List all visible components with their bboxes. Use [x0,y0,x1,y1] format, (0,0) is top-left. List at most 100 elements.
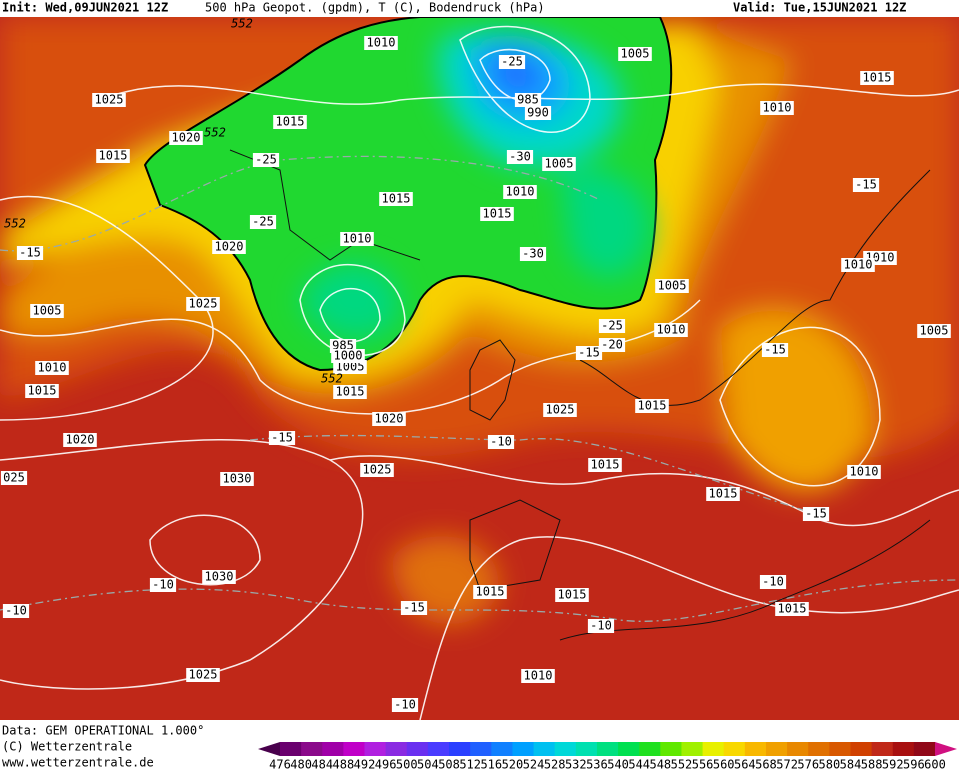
map-title: 500 hPa Geopot. (gpdm), T (C), Bodendruc… [205,1,545,15]
legend-label: 476 [269,758,291,770]
isobar-label: -25 [252,215,274,229]
label-box [92,93,126,107]
label-box [96,149,130,163]
isobar-label: -15 [855,178,877,192]
legend-swatch [385,742,408,756]
isobar-label: -10 [762,575,784,589]
legend-swatch [723,742,746,756]
legend-swatch [787,742,809,756]
isobar-label: 1025 [546,403,575,417]
label-box [480,207,514,221]
isobar-label: 1025 [95,93,124,107]
legend-swatch [533,742,556,756]
legend-label: 536 [586,758,608,770]
label-box [25,384,59,398]
label-box [860,71,894,85]
label-box [333,360,367,374]
label-box [598,338,626,352]
isobar-label: 1015 [778,602,807,616]
legend-label: 560 [713,758,735,770]
label-box [543,403,577,417]
label-box [333,385,367,399]
isobar-label: 990 [527,106,549,120]
legend-label: 480 [290,758,312,770]
isobar-label: 1020 [375,412,404,426]
label-box [252,153,280,167]
isobar-label: -10 [152,578,174,592]
label-box [35,361,69,375]
legend-label: 556 [692,758,714,770]
isobar-label: 1015 [591,458,620,472]
legend-label: 512 [459,758,481,770]
color-legend: 476 480 484 488 492 496 500 504 508 512 516 520 524 5… [258,742,957,770]
legend-swatch [808,742,830,756]
isobar-label: 1010 [524,669,553,683]
label-box [503,185,537,199]
isobar-label: 1020 [66,433,95,447]
legend-swatch [427,742,450,756]
legend-label: 572 [776,758,798,770]
label-box [841,258,875,272]
isobar-label: 025 [3,471,25,485]
label-box [775,602,809,616]
label-box [331,349,365,363]
label-box [917,324,951,338]
isobar-label: 1015 [28,384,57,398]
legend-label: 564 [734,758,756,770]
isobar-label: 1015 [99,149,128,163]
label-box [249,215,277,229]
isobar-label: 1010 [763,101,792,115]
isobar-label: 1000 [334,349,363,363]
legend-swatch [343,742,366,756]
label-box [487,435,515,449]
isobar-label: 1015 [638,399,667,413]
legend-label: 576 [797,758,819,770]
legend-label: 504 [417,758,439,770]
label-box [169,131,203,145]
header-bar [0,0,959,17]
legend-label: 492 [354,758,376,770]
legend-arrow [935,742,957,756]
isobar-label: 1005 [545,157,574,171]
isobar-label: -15 [764,343,786,357]
isobar-label: 1010 [38,361,67,375]
init-time: Init: Wed,09JUN2021 12Z [2,1,168,15]
label-box [498,55,526,69]
isobar-label: -15 [19,246,41,260]
label-box [588,458,622,472]
isobar-label: 985 [517,93,539,107]
legend-label: 496 [375,758,397,770]
isobar-label: 1010 [657,323,686,337]
legend-swatch [744,742,767,756]
legend-swatch [618,742,640,756]
copyright: (C) Wetterzentrale [2,740,132,754]
label-box [379,192,413,206]
label-box [16,246,44,260]
isobar-label: -10 [5,604,27,618]
label-box [0,471,28,485]
label-box [524,106,552,120]
isobar-label: 1005 [621,47,650,61]
isobar-label: 1010 [844,258,873,272]
legend-label: 592 [882,758,904,770]
legend-label: 532 [565,758,587,770]
isobar-label: 1015 [558,588,587,602]
legend-swatch [512,742,535,756]
legend-arrow [258,742,280,756]
legend-label: 508 [438,758,460,770]
label-box [852,178,880,192]
isobar-label: -15 [578,346,600,360]
legend-label: 540 [607,758,629,770]
isobar-label: -25 [601,319,623,333]
legend-label: 580 [819,758,841,770]
legend-label: 568 [755,758,777,770]
label-box [149,578,177,592]
contour-label: 552 [204,126,226,140]
label-box [212,240,246,254]
isobar-label: 1010 [850,465,879,479]
legend-swatch [639,742,661,756]
label-box [63,433,97,447]
isobar-label: -30 [509,150,531,164]
legend-label: 488 [333,758,355,770]
isobar-label: -15 [403,601,425,615]
